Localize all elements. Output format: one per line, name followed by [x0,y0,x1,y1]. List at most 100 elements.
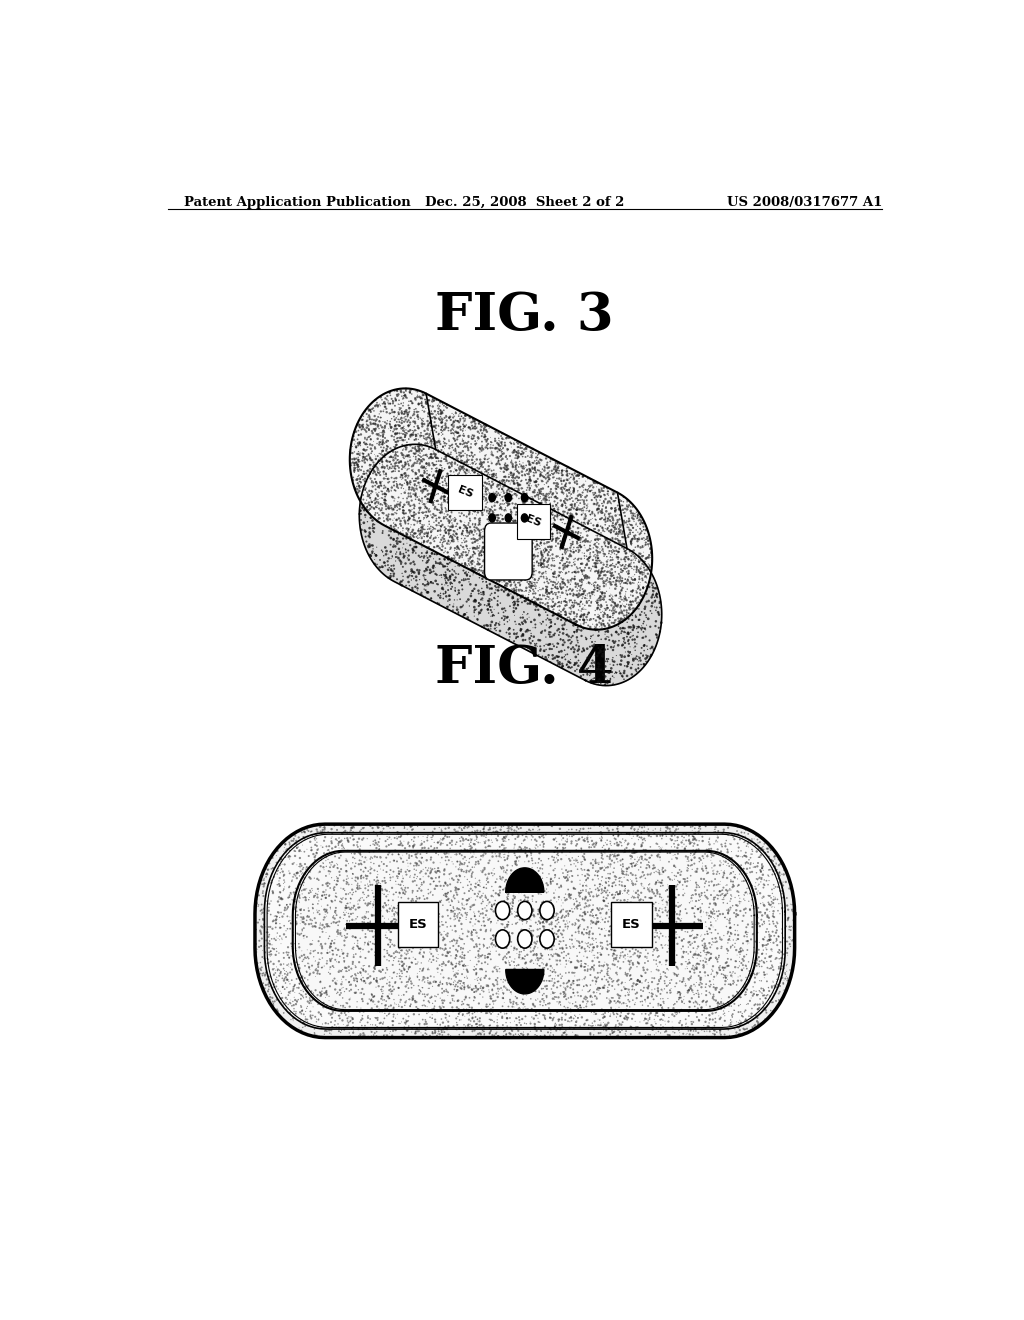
Point [578,966,594,987]
Point [604,875,621,896]
Point [695,861,712,882]
Point [639,900,655,921]
Point [601,599,617,620]
Point [628,512,644,533]
Point [641,874,657,895]
Point [371,482,387,503]
Point [393,997,410,1018]
Point [707,855,723,876]
Point [622,511,638,532]
Point [731,891,748,912]
Point [412,909,428,931]
Point [669,983,685,1005]
Point [543,869,559,890]
Point [566,623,583,644]
Point [382,946,398,968]
Point [411,474,427,495]
Point [314,978,331,999]
Point [487,618,504,639]
Point [353,818,370,840]
Point [420,405,436,426]
Point [606,651,623,672]
Point [614,594,631,615]
Point [738,994,755,1015]
Point [364,985,380,1006]
Point [415,958,431,979]
Point [487,465,504,486]
Point [336,919,352,940]
Circle shape [540,929,554,948]
Point [450,1014,466,1035]
Point [662,869,678,890]
Point [649,583,666,605]
Point [682,915,698,936]
Point [625,591,641,612]
Point [503,465,519,486]
Point [352,500,369,521]
Point [360,1026,377,1047]
Point [577,531,593,552]
Point [442,974,459,995]
Point [736,845,753,866]
Point [377,396,393,417]
Point [554,494,570,515]
Point [379,411,395,432]
Point [429,875,445,896]
Point [630,651,646,672]
Point [691,1010,708,1031]
Point [568,492,585,513]
Point [543,482,559,503]
Point [763,925,779,946]
Point [616,618,633,639]
Point [717,884,733,906]
Point [528,1005,545,1026]
Point [744,977,761,998]
Point [375,401,391,422]
Point [388,882,404,903]
Point [526,527,543,548]
Point [366,418,382,440]
Point [436,486,453,507]
Point [366,895,382,916]
Point [565,491,582,512]
Point [767,977,783,998]
Point [750,1007,766,1028]
Point [603,564,620,585]
Point [499,948,515,969]
Point [472,873,488,894]
Point [259,863,275,884]
Point [310,862,327,883]
Point [508,863,524,884]
Point [313,942,330,964]
Point [574,879,591,900]
Point [332,816,348,837]
Point [700,838,717,859]
Point [428,484,444,506]
Point [701,919,718,940]
Point [296,917,312,939]
Point [723,834,739,855]
Point [512,579,528,601]
Point [631,572,647,593]
Point [558,562,574,583]
Point [682,832,698,853]
Point [453,814,469,836]
Point [771,942,787,964]
Point [587,529,603,550]
Point [344,867,360,888]
Point [752,826,768,847]
Point [618,965,635,986]
Point [440,952,457,973]
Point [743,829,760,850]
Point [462,987,478,1008]
Point [551,867,567,888]
Point [581,927,597,948]
Point [336,1019,352,1040]
Point [677,838,693,859]
Point [557,590,573,611]
Point [367,553,383,574]
Point [497,850,513,871]
Point [690,890,707,911]
Point [530,484,547,506]
Point [467,591,483,612]
